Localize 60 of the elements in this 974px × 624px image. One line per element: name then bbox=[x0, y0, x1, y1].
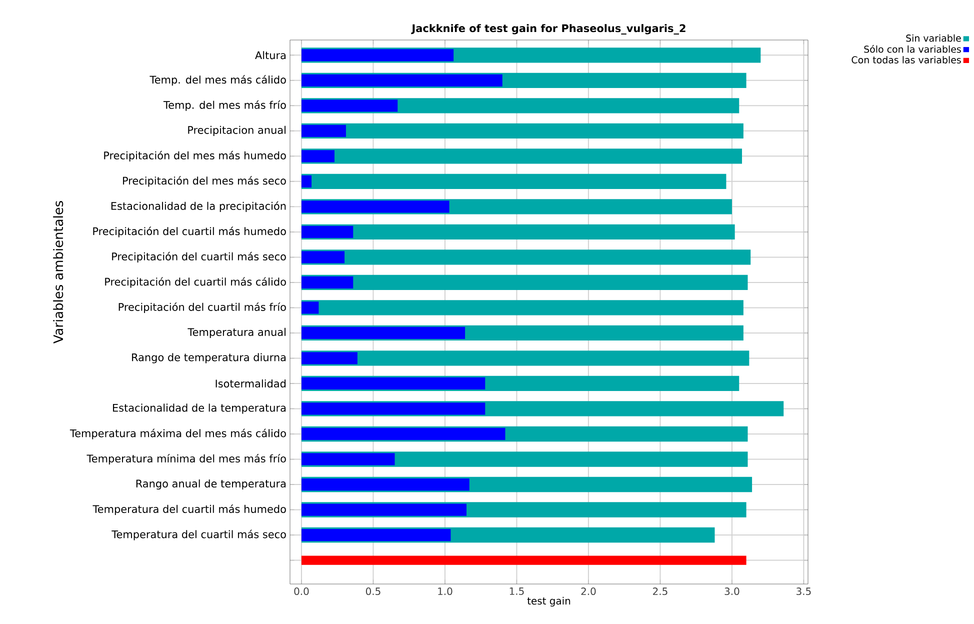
bar bbox=[301, 478, 470, 491]
y-tick-label: Temperatura del cuartil más humedo bbox=[92, 504, 286, 516]
bar bbox=[301, 302, 319, 314]
y-tick-label: Precipitación del mes más seco bbox=[123, 176, 286, 187]
bar bbox=[301, 453, 395, 466]
legend-label: Sólo con la variables bbox=[864, 45, 961, 53]
y-tick-label: Rango anual de temperatura bbox=[136, 479, 286, 490]
y-tick-label: Precipitación del mes más humedo bbox=[104, 150, 286, 162]
y-tick-label: Estacionalidad de la precipitación bbox=[111, 201, 286, 212]
bar bbox=[301, 276, 354, 289]
y-tick-label: Precipitación del cuartil más cálido bbox=[105, 277, 286, 288]
bar bbox=[301, 226, 354, 238]
bar bbox=[301, 175, 312, 188]
bar bbox=[301, 402, 486, 415]
legend-label: Sin variable bbox=[906, 34, 961, 42]
bar bbox=[301, 352, 358, 364]
y-tick-label: Isotermalidad bbox=[216, 379, 286, 388]
y-tick-label: Precipitación del cuartil más frío bbox=[118, 302, 286, 313]
x-tick-label: 0.5 bbox=[366, 588, 380, 596]
bar bbox=[301, 100, 398, 112]
x-tick-label: 1.0 bbox=[438, 588, 452, 596]
y-tick-label: Altura bbox=[255, 51, 286, 60]
y-tick-label: Estacionalidad de la temperatura bbox=[113, 404, 286, 414]
x-tick-label: 1.5 bbox=[510, 588, 524, 595]
y-tick-label: Temperatura mínima del mes más frío bbox=[86, 454, 286, 465]
x-axis-title: test gain bbox=[527, 596, 570, 607]
bar bbox=[301, 250, 751, 265]
x-tick-label: 3.5 bbox=[796, 588, 811, 596]
legend-label: Con todas las variables bbox=[852, 56, 961, 64]
bar bbox=[301, 148, 742, 164]
bar bbox=[301, 251, 345, 264]
x-tick-label: 2.0 bbox=[581, 588, 596, 596]
y-tick-label: Temperatura anual bbox=[188, 328, 286, 338]
bar bbox=[301, 326, 466, 340]
y-tick-label: Temperatura del cuartil más seco bbox=[112, 530, 286, 540]
y-tick-label: Precipitacion anual bbox=[188, 126, 286, 136]
bar bbox=[301, 49, 454, 62]
y-tick-label: Precipitación del cuartil más humedo bbox=[93, 226, 286, 238]
bar bbox=[301, 528, 451, 542]
x-tick-label: 3.0 bbox=[724, 588, 740, 596]
y-tick-label: Rango de temperatura diurna bbox=[132, 353, 286, 364]
bar bbox=[301, 377, 486, 390]
bar bbox=[301, 504, 466, 516]
bar bbox=[301, 150, 334, 162]
bar bbox=[301, 556, 746, 565]
y-axis-title: Variables ambientales bbox=[53, 201, 64, 344]
y-tick-label: Temperatura máxima del mes más cálido bbox=[70, 428, 286, 440]
bar bbox=[301, 428, 506, 440]
bar bbox=[301, 74, 502, 86]
x-tick-label: 2.5 bbox=[653, 588, 668, 596]
y-tick-label: Precipitación del cuartil más seco bbox=[112, 252, 286, 262]
bar bbox=[301, 174, 726, 190]
y-tick-label: Temp. del mes más frío bbox=[163, 100, 286, 111]
bar bbox=[301, 200, 450, 213]
bar bbox=[301, 123, 744, 138]
chart-title: Jackknife of test gain for Phaseolus_vulgaris_2 bbox=[411, 24, 686, 35]
bar bbox=[301, 300, 744, 316]
x-tick-label: 0.0 bbox=[294, 588, 309, 596]
bar bbox=[301, 124, 346, 137]
y-tick-label: Temp. del mes más cálido bbox=[150, 75, 286, 86]
